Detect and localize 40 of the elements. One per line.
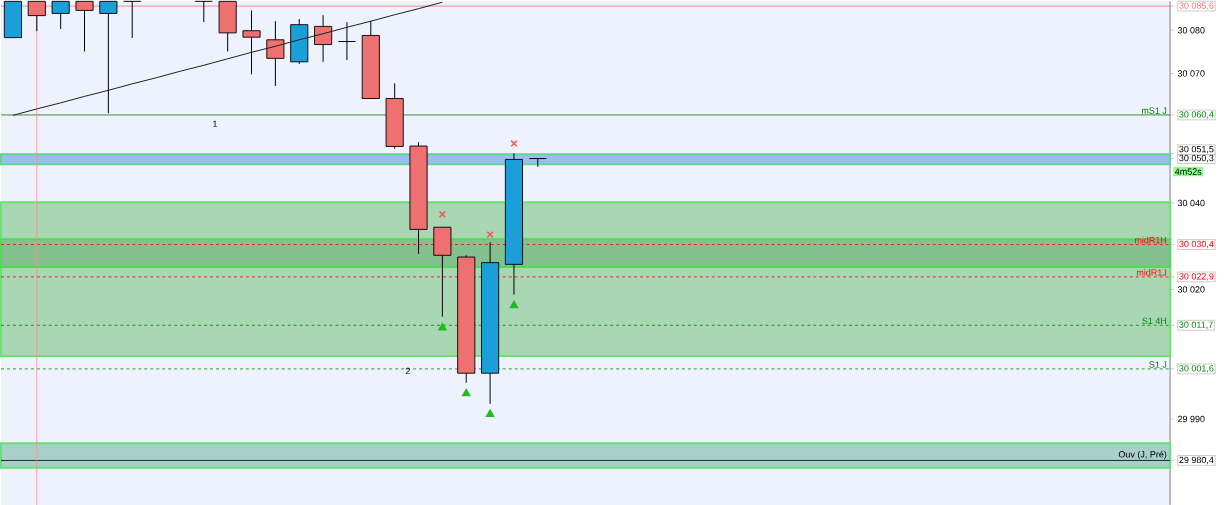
- candlestick: [75, 0, 94, 52]
- y-tick-label: 30 020: [1177, 286, 1205, 293]
- y-tick-label: 30 030,4: [1179, 240, 1214, 249]
- y-tick-label: 30 022,9: [1179, 272, 1214, 281]
- candlestick: [99, 0, 118, 114]
- annotation: 1: [213, 120, 217, 127]
- y-tick-label: 30 085,6: [1179, 2, 1214, 10]
- line-series: [12, 1, 443, 116]
- y-tick-label: 29 980,4: [1179, 456, 1214, 464]
- candlestick: [337, 21, 357, 61]
- y-tick-label: 30 051,5: [1179, 145, 1214, 154]
- text: 4m52s: [1174, 168, 1202, 175]
- ref-line-label: Ouv (J, Pré): [1118, 450, 1167, 460]
- candlestick: [51, 0, 70, 30]
- ref-line-label: mS1 J: [1141, 107, 1167, 114]
- point: [510, 139, 518, 147]
- candlestick: [242, 9, 261, 75]
- candlestick: [528, 157, 547, 168]
- candlestick: [266, 20, 285, 87]
- candlestick: [27, 0, 46, 32]
- point: [509, 300, 519, 308]
- y-tick-label: 30 050,3: [1179, 154, 1214, 163]
- candlestick: [123, 0, 142, 39]
- candlestick: [314, 14, 333, 63]
- y-tick-label: 30 070: [1177, 70, 1205, 77]
- ref-line-label: S1 J: [1149, 361, 1167, 368]
- point: [438, 322, 447, 331]
- point: [462, 388, 471, 397]
- candlestick: [194, 0, 213, 23]
- ref-line-label: midR1J: [1136, 268, 1167, 276]
- point: [485, 409, 495, 417]
- y-tick-label: 30 040: [1177, 199, 1205, 207]
- ref-line-label: S1 4H: [1142, 317, 1167, 324]
- annotation: 2: [405, 367, 410, 374]
- ref-line-label: midR1H: [1134, 236, 1167, 244]
- y-tick-label: 30 080: [1177, 26, 1205, 34]
- y-tick-label: 30 060,4: [1179, 111, 1214, 119]
- y-tick-label: 29 990: [1177, 415, 1205, 422]
- y-tick-label: 30 011,7: [1179, 321, 1213, 329]
- y-tick-label: 30 001,6: [1179, 364, 1214, 373]
